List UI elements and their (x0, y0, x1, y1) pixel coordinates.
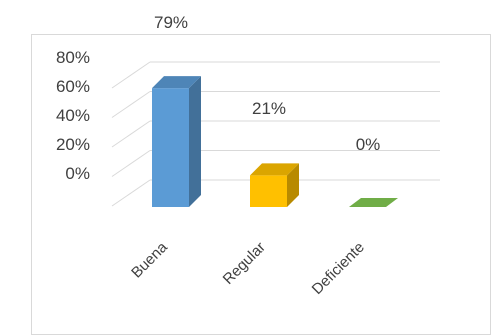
y-tick-label: 60% (56, 77, 90, 96)
bars (152, 76, 398, 207)
data-label: 21% (252, 99, 286, 118)
bar-top (349, 198, 398, 207)
gridline-slant (111, 120, 151, 148)
gridline-slant (111, 61, 151, 89)
data-labels: 79% 21% 0% (154, 13, 380, 154)
data-label: 79% (154, 13, 188, 32)
y-tick-label: 0% (65, 164, 90, 183)
bar-side (287, 163, 299, 207)
data-label: 0% (356, 135, 381, 154)
gridline-slant (111, 179, 151, 207)
bar-buena (152, 76, 201, 207)
y-tick-label: 80% (56, 48, 90, 67)
bar-regular (250, 163, 299, 207)
y-axis-ticks: 80% 60% 40% 20% 0% (56, 48, 90, 183)
bar-deficiente (349, 198, 398, 207)
bar-front (152, 88, 189, 207)
bar-top (152, 76, 201, 89)
bar-front (250, 175, 287, 207)
bar-side (189, 76, 201, 207)
bar-top (250, 163, 299, 176)
gridline-slant (111, 150, 151, 177)
gridline-slant (111, 91, 151, 118)
y-tick-label: 40% (56, 106, 90, 125)
y-tick-label: 20% (56, 135, 90, 154)
